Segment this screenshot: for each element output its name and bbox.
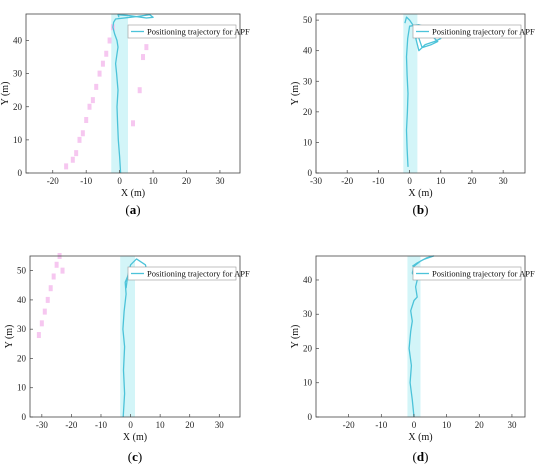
- x-axis-label: X (m): [408, 432, 432, 443]
- chart-panel-2: -30 -20 -10 0 10 20 30 0 10 20 30 40 50 X (m) Y (m) Pos…: [290, 13, 535, 217]
- y-axis-label: Y (m): [290, 325, 301, 349]
- chart-panel-4: -20 -10 0 10 20 30 0 10 20 30 40 X (m) Y (m) Position…: [290, 255, 535, 464]
- y-tick-label: 30: [303, 309, 313, 319]
- x-tick-label: 20: [475, 420, 485, 430]
- panel-label: (d): [413, 449, 429, 464]
- x-tick-label: 30: [499, 176, 509, 186]
- x-tick-label: -20: [343, 420, 355, 430]
- x-tick-label: 20: [182, 176, 192, 186]
- y-tick-label: 0: [308, 168, 313, 178]
- y-tick-label: 40: [13, 36, 23, 46]
- y-axis-label: Y (m): [4, 325, 15, 349]
- y-tick-label: 10: [303, 378, 313, 388]
- y-tick-label: 50: [303, 15, 313, 25]
- y-axis-label: Y (m): [290, 82, 301, 106]
- y-tick-label: 0: [18, 168, 23, 178]
- x-tick-label: 20: [467, 176, 477, 186]
- panel-label: (c): [128, 449, 142, 464]
- x-tick-label: -10: [80, 176, 92, 186]
- y-axis-label: Y (m): [0, 82, 11, 106]
- y-tick-label: 40: [17, 295, 27, 305]
- x-tick-label: -10: [372, 176, 384, 186]
- x-tick-label: 0: [407, 176, 412, 186]
- y-tick-label: 20: [303, 107, 313, 117]
- x-tick-label: -20: [341, 176, 353, 186]
- y-tick-label: 10: [13, 135, 23, 145]
- x-tick-label: 0: [128, 420, 133, 430]
- y-tick-label: 20: [17, 353, 27, 363]
- x-tick-label: -30: [310, 176, 322, 186]
- legend-entry: Positioning trajectory for APF: [147, 269, 250, 279]
- x-tick-label: -10: [95, 420, 107, 430]
- panel-label: (b): [413, 202, 429, 217]
- y-tick-label: 10: [17, 383, 27, 393]
- y-tick-label: 0: [22, 412, 27, 422]
- x-tick-label: -30: [36, 420, 48, 430]
- y-tick-label: 10: [303, 137, 313, 147]
- chart-panel-1: -20 -10 0 10 20 30 0 10 20 30 40 X (m) Y (m) Position…: [0, 13, 250, 217]
- x-tick-label: 30: [215, 420, 225, 430]
- x-tick-label: 10: [436, 176, 446, 186]
- y-tick-label: 30: [13, 69, 23, 79]
- x-axis-label: X (m): [123, 432, 147, 443]
- x-tick-label: 0: [117, 176, 122, 186]
- x-tick-label: 0: [412, 420, 417, 430]
- y-tick-label: 40: [303, 46, 313, 56]
- y-tick-label: 0: [308, 412, 313, 422]
- x-tick-label: -20: [47, 176, 59, 186]
- legend-entry: Positioning trajectory for APF: [147, 27, 250, 37]
- x-tick-label: -20: [65, 420, 77, 430]
- y-tick-label: 30: [17, 324, 27, 334]
- x-axis-label: X (m): [408, 188, 432, 199]
- legend-entry: Positioning trajectory for APF: [432, 27, 535, 37]
- x-axis-label: X (m): [121, 188, 145, 199]
- y-tick-label: 20: [13, 102, 23, 112]
- y-tick-label: 30: [303, 76, 313, 86]
- x-tick-label: 30: [215, 176, 225, 186]
- y-tick-label: 40: [303, 275, 313, 285]
- x-tick-label: -10: [375, 420, 387, 430]
- y-tick-label: 20: [303, 343, 313, 353]
- chart-panel-3: -30 -20 -10 0 10 20 30 0 10 20 30 40 50 X (m) Y (m) Pos…: [4, 253, 250, 464]
- y-tick-label: 50: [17, 266, 27, 276]
- legend-entry: Positioning trajectory for APF: [432, 269, 535, 279]
- x-tick-label: 20: [185, 420, 195, 430]
- x-tick-label: 10: [156, 420, 166, 430]
- x-tick-label: 30: [507, 420, 517, 430]
- panel-label: (a): [125, 202, 140, 217]
- x-tick-label: 10: [442, 420, 452, 430]
- x-tick-label: 10: [149, 176, 159, 186]
